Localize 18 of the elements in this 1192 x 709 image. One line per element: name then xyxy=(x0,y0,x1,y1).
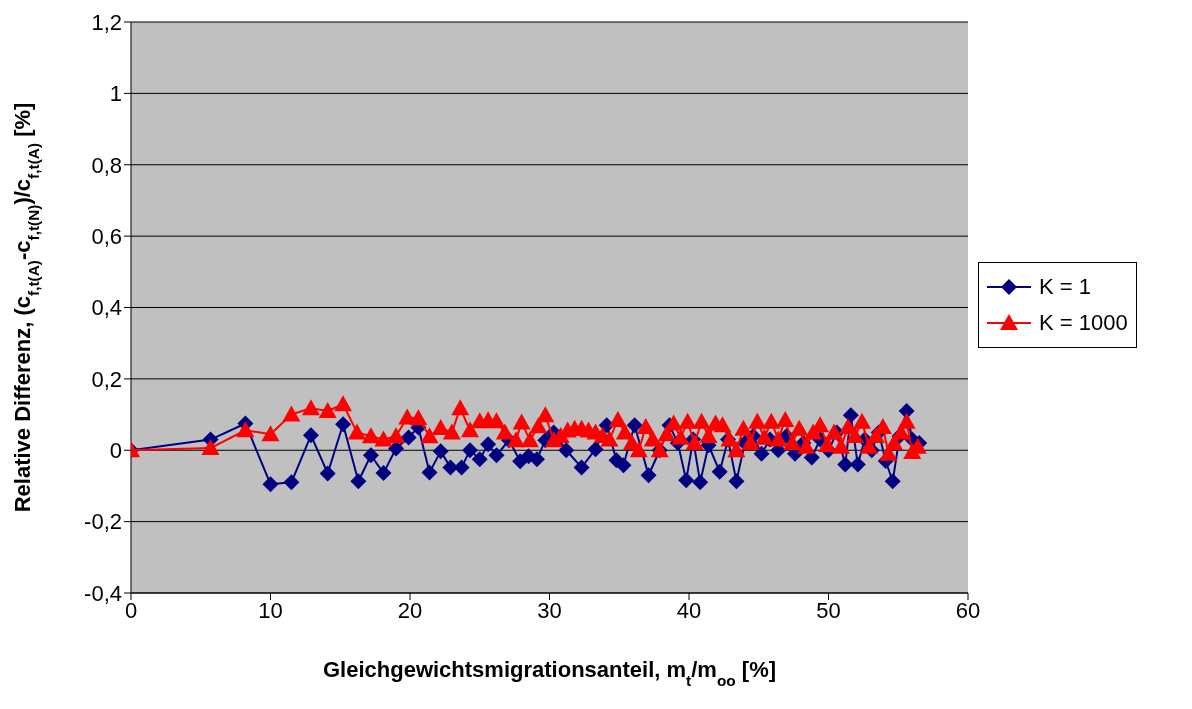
x-tick-label: 40 xyxy=(676,597,702,623)
legend-label: K = 1000 xyxy=(1039,310,1128,336)
y-tick-label: 0,2 xyxy=(91,366,122,392)
x-tick-label: 20 xyxy=(397,597,423,623)
legend-label: K = 1 xyxy=(1039,274,1091,300)
y-tick-label: -0,2 xyxy=(84,509,122,535)
x-tick-label: 60 xyxy=(955,597,981,623)
y-tick-label: 0 xyxy=(109,438,122,464)
y-tick-label: 0,8 xyxy=(91,152,122,178)
x-tick-label: 50 xyxy=(816,597,841,623)
y-tick-label: 1 xyxy=(109,81,122,107)
y-tick-label: 1,2 xyxy=(91,9,122,35)
y-tick-label: 0,6 xyxy=(91,223,122,249)
y-tick-label: 0,4 xyxy=(91,295,122,321)
x-tick-label: 10 xyxy=(258,597,283,623)
y-tick-label: -0,4 xyxy=(84,580,122,606)
x-axis-title: Gleichgewichtsmigrationsanteil, m$_{t}$/m$_{oo}$ [%] xyxy=(322,657,777,689)
x-tick-label: 30 xyxy=(537,597,562,623)
